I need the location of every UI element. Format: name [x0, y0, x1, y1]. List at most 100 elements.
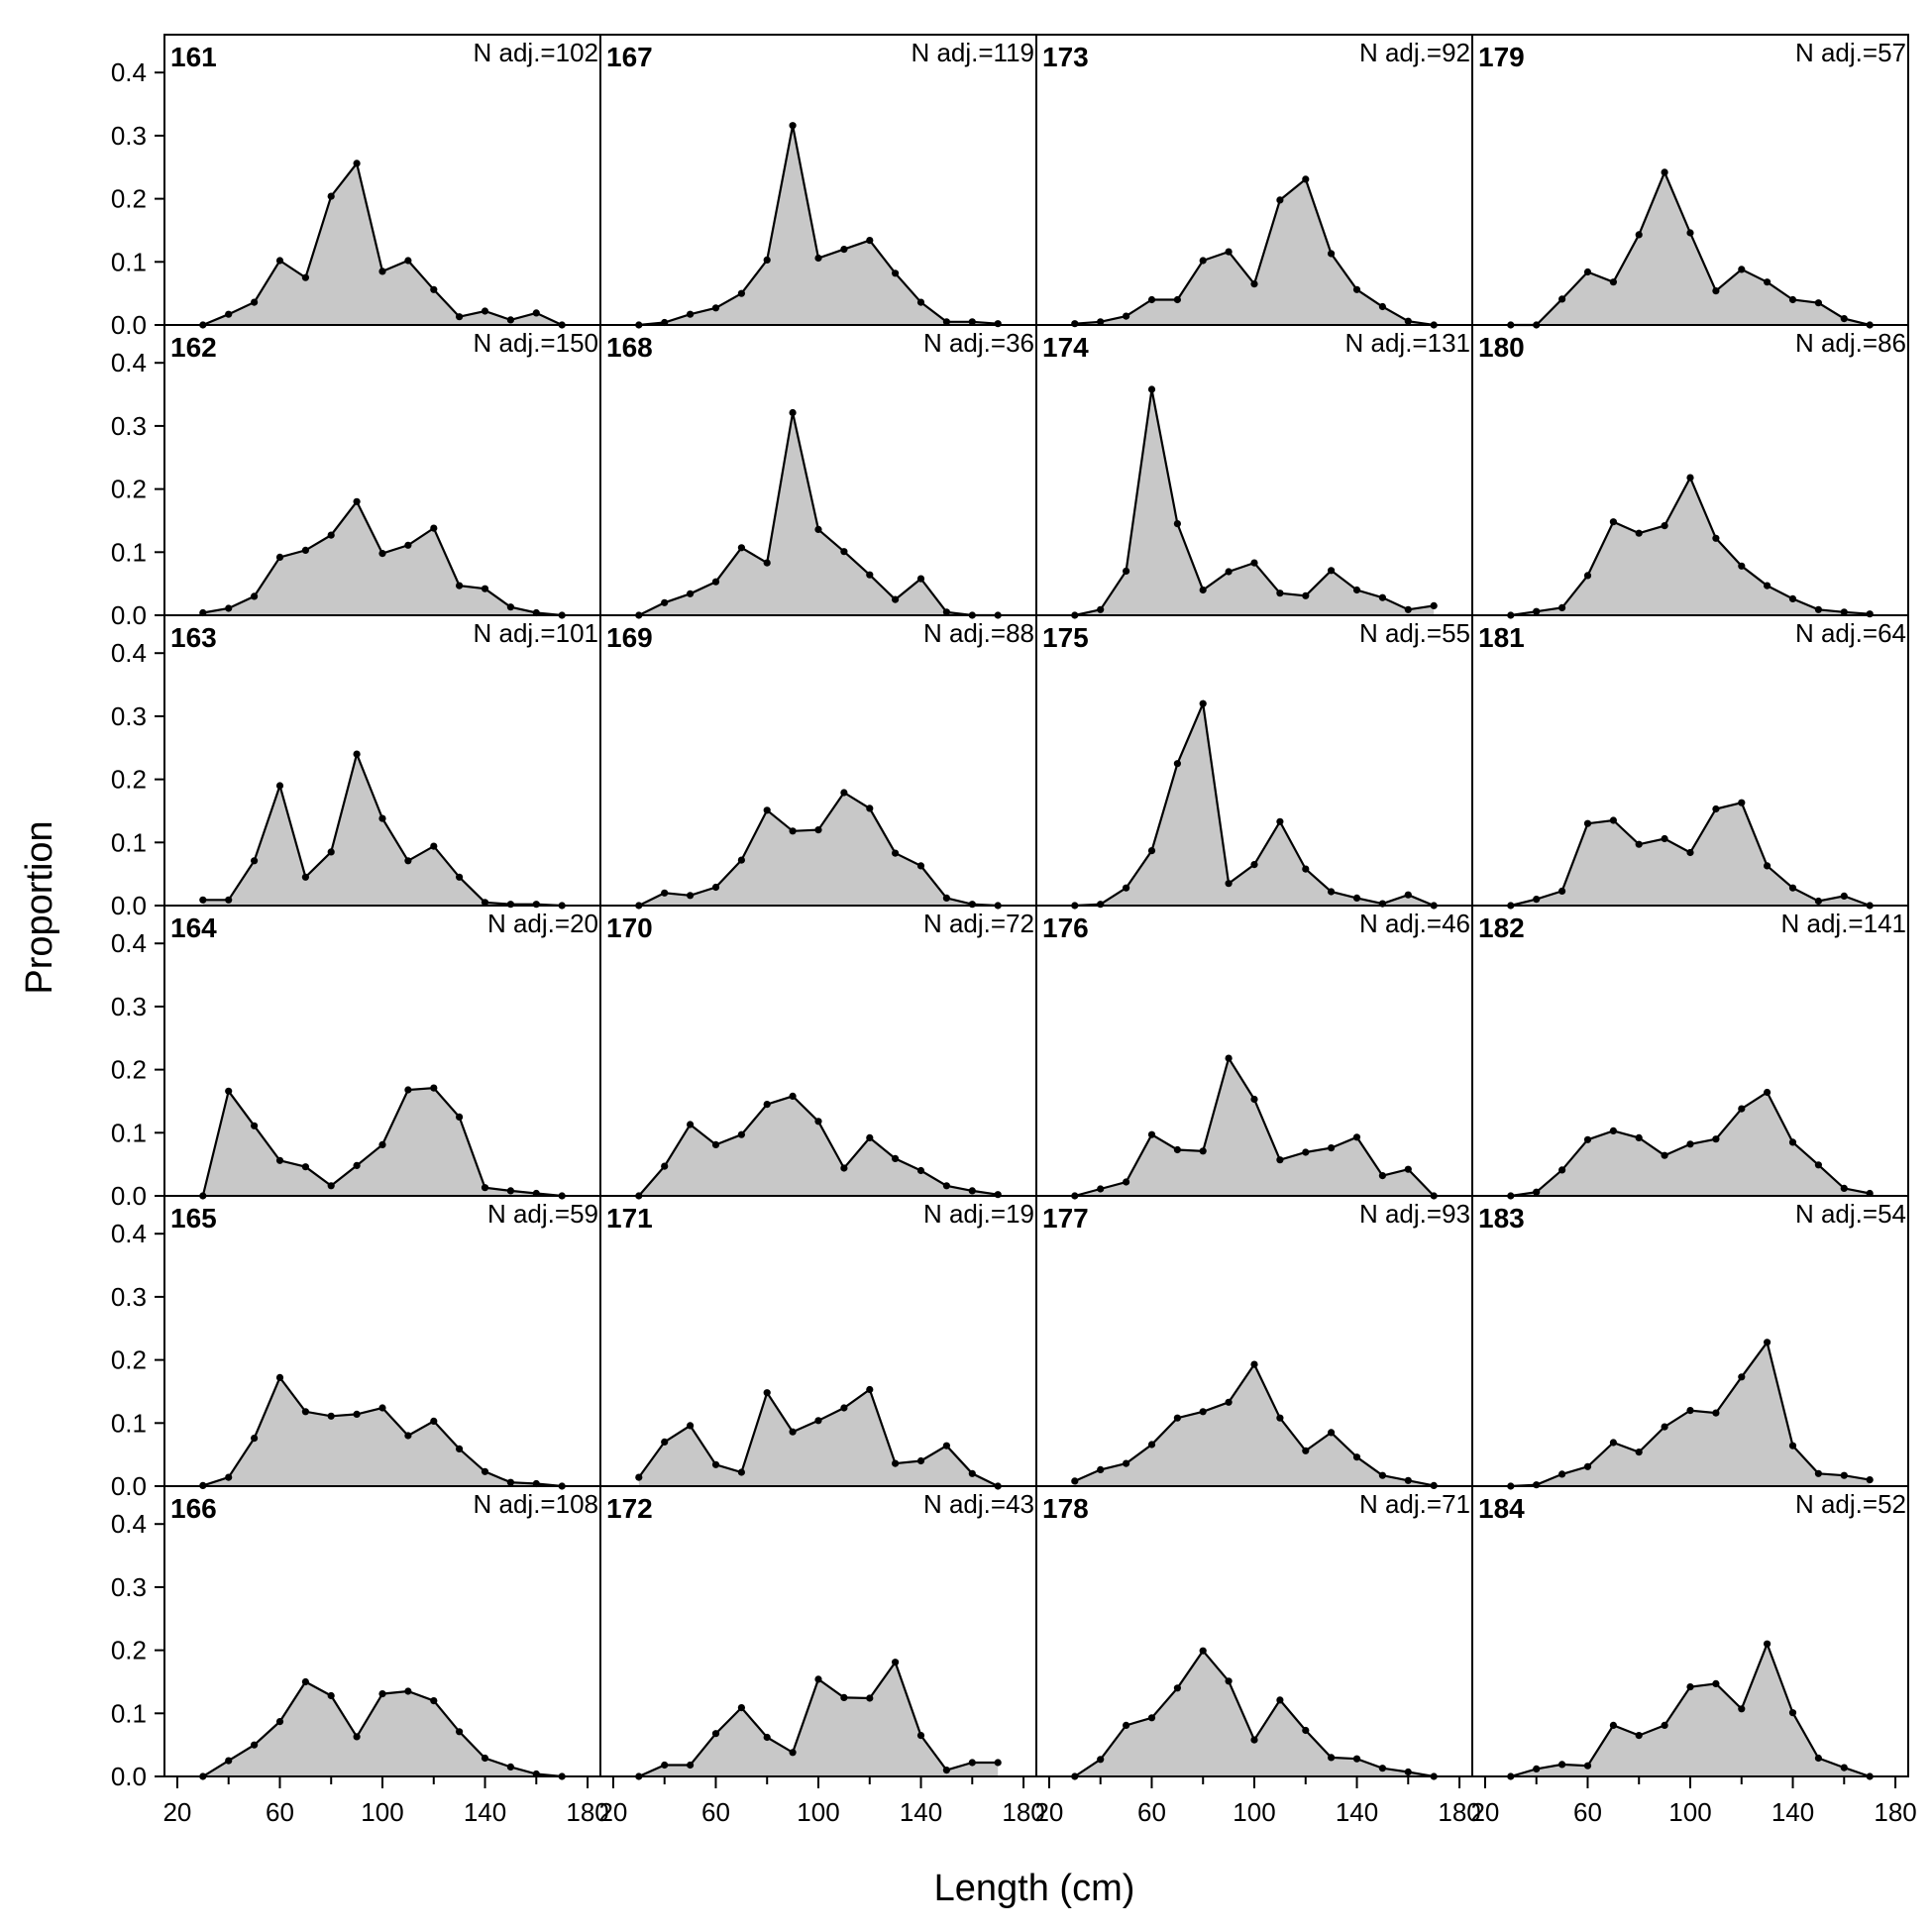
panel-n-label: N adj.=102: [474, 38, 598, 67]
area-fill: [202, 501, 563, 615]
data-point: [275, 1156, 284, 1164]
data-point: [1276, 1156, 1284, 1164]
data-point: [1712, 534, 1720, 542]
data-point: [1583, 268, 1592, 276]
data-point: [1686, 474, 1694, 482]
panel-174: 174 N adj.=131: [1042, 328, 1470, 619]
data-point: [942, 894, 951, 903]
data-point: [1225, 568, 1233, 576]
y-tick-label: 0.2: [111, 184, 147, 214]
panel-166: 166 N adj.=108: [170, 1489, 598, 1780]
x-tick-label: 20: [162, 1797, 191, 1827]
y-axis-title: Proportion: [19, 820, 60, 994]
data-point: [1609, 816, 1617, 824]
area-fill: [202, 1088, 563, 1196]
panel-162: 162 N adj.=150: [170, 328, 598, 619]
data-point: [916, 575, 925, 583]
data-point: [814, 826, 822, 834]
x-tick-label: 180: [1002, 1797, 1044, 1827]
data-point: [866, 1385, 874, 1394]
x-tick-label: 20: [1034, 1797, 1063, 1827]
panel-id-label: 171: [606, 1203, 653, 1234]
panel-id-label: 180: [1478, 332, 1525, 363]
data-point: [1686, 1407, 1694, 1415]
data-point: [404, 541, 412, 549]
panel-id-label: 173: [1042, 42, 1089, 72]
data-point: [711, 304, 720, 312]
x-tick-label: 60: [1137, 1797, 1166, 1827]
panel-n-label: N adj.=54: [1795, 1199, 1906, 1229]
data-point: [378, 814, 386, 822]
data-point: [1712, 1679, 1720, 1687]
data-point: [1583, 1135, 1592, 1143]
x-tick-label: 140: [900, 1797, 942, 1827]
area-fill: [1074, 703, 1435, 906]
data-point: [404, 1432, 412, 1440]
data-point: [1225, 248, 1233, 256]
area-fill: [638, 793, 999, 906]
panel-n-label: N adj.=52: [1795, 1489, 1906, 1519]
data-point: [378, 1404, 386, 1412]
data-point: [763, 1101, 771, 1109]
y-tick-label: 0.0: [111, 1762, 147, 1791]
panel-168: 168 N adj.=36: [606, 328, 1034, 619]
data-point: [1404, 1165, 1412, 1173]
data-point: [1661, 1721, 1668, 1729]
data-point: [1661, 834, 1668, 843]
data-point: [866, 237, 874, 245]
data-point: [1250, 280, 1258, 288]
data-point: [506, 603, 514, 611]
y-tick-label: 0.3: [111, 411, 147, 441]
data-point: [1404, 1476, 1412, 1484]
data-point: [994, 1191, 1002, 1199]
area-fill: [638, 125, 999, 325]
data-point: [942, 608, 951, 616]
data-point: [225, 1473, 233, 1481]
panel-177: 177 N adj.=93: [1042, 1199, 1470, 1489]
data-point: [1173, 1684, 1181, 1692]
data-point: [1250, 1360, 1258, 1368]
data-point: [1225, 880, 1233, 888]
data-point: [506, 1763, 514, 1771]
panel-n-label: N adj.=46: [1359, 909, 1470, 938]
data-point: [481, 1754, 489, 1763]
data-point: [225, 1757, 233, 1765]
y-tick-label: 0.0: [111, 600, 147, 630]
data-point: [301, 1677, 309, 1686]
data-point: [1123, 1459, 1130, 1467]
area-fill: [1510, 1644, 1871, 1776]
data-point: [1814, 1754, 1822, 1763]
data-point: [199, 896, 207, 904]
data-point: [789, 122, 797, 130]
data-point: [1302, 1148, 1310, 1156]
data-point: [301, 273, 309, 281]
data-point: [353, 1733, 361, 1741]
data-point: [661, 889, 669, 897]
data-point: [1147, 847, 1156, 855]
data-point: [1404, 317, 1412, 325]
data-point: [942, 1767, 951, 1774]
data-point: [1661, 522, 1668, 530]
data-point: [404, 257, 412, 265]
panel-n-label: N adj.=141: [1781, 909, 1906, 938]
x-tick-label: 180: [1438, 1797, 1480, 1827]
data-point: [1123, 567, 1130, 576]
data-point: [1276, 1696, 1284, 1704]
data-point: [711, 1730, 720, 1738]
data-point: [327, 1182, 335, 1190]
data-point: [327, 848, 335, 856]
data-point: [1635, 1133, 1643, 1141]
data-point: [789, 1428, 797, 1436]
data-point: [661, 1162, 669, 1170]
data-point: [1097, 1465, 1105, 1473]
panel-165: 165 N adj.=59: [170, 1199, 598, 1490]
area-fill: [1510, 171, 1871, 325]
data-point: [481, 1184, 489, 1192]
data-point: [481, 1467, 489, 1475]
panel-id-label: 168: [606, 332, 653, 363]
data-point: [737, 856, 746, 864]
data-point: [1558, 1166, 1566, 1174]
data-point: [327, 531, 335, 539]
data-point: [251, 1435, 259, 1443]
data-point: [1404, 891, 1412, 899]
